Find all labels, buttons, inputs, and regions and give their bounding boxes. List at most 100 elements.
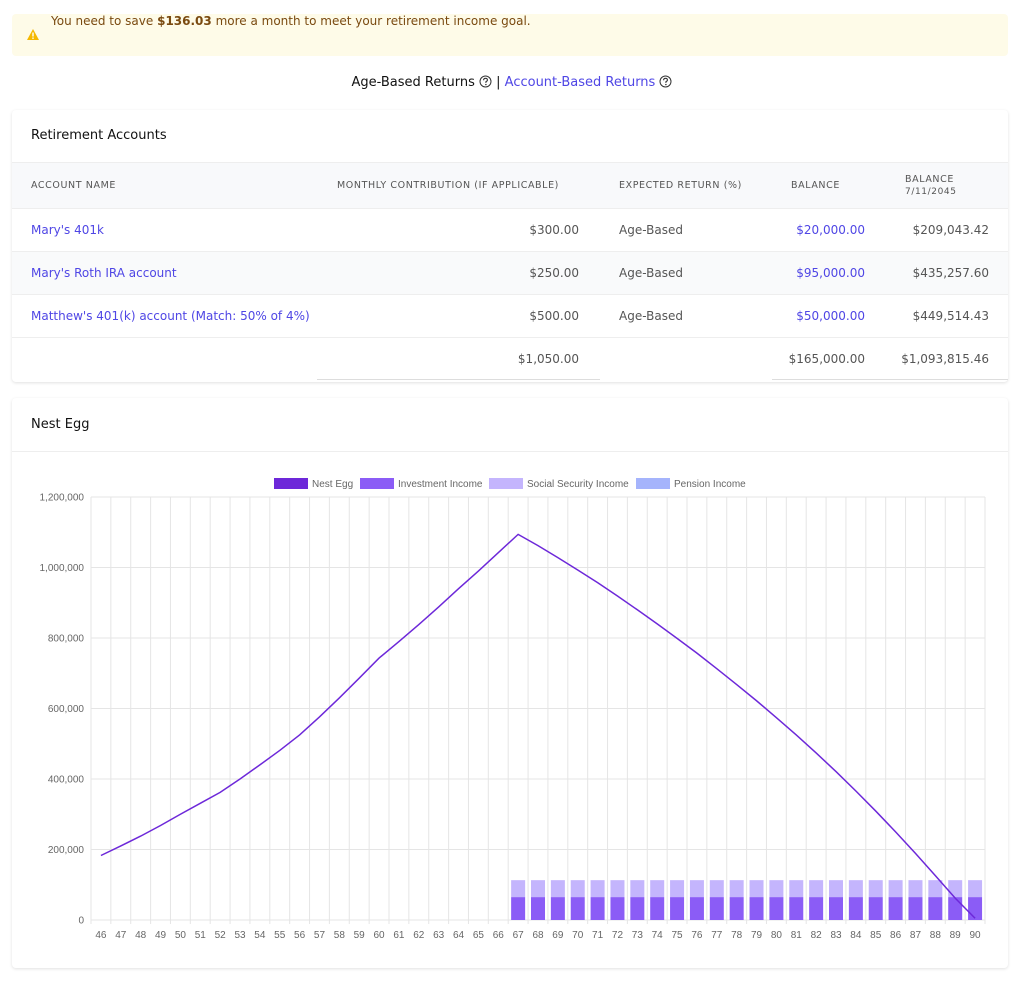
balance[interactable]: $50,000.00 (796, 309, 865, 323)
x-tick-label: 70 (572, 930, 584, 941)
nest-egg-chart: 0 200,000 400,000 600,000 800,000 1,000,000 1,… (40, 478, 986, 941)
toggle-active[interactable]: Age-Based Returns (351, 75, 475, 90)
account-name[interactable]: Matthew's 401(k) account (Match: 50% of … (31, 309, 310, 323)
expected-return: Age-Based (619, 266, 683, 280)
alert-suffix: more a month to meet your retirement inc… (215, 14, 531, 28)
bar-segment (908, 880, 923, 898)
x-tick-label: 51 (195, 930, 207, 941)
bar-segment (729, 880, 744, 898)
x-tick-label: 65 (473, 930, 485, 941)
bar-segment (928, 880, 943, 898)
x-tick-label: 78 (731, 930, 743, 941)
x-tick-label: 47 (115, 930, 127, 941)
x-tick-label: 86 (890, 930, 902, 941)
x-tick-label: 88 (930, 930, 942, 941)
x-tick-label: 89 (950, 930, 962, 941)
legend-swatch (489, 478, 523, 489)
alert (12, 14, 1008, 56)
bar-segment (968, 897, 983, 920)
x-tick-label: 75 (672, 930, 684, 941)
table-row (12, 294, 1008, 338)
bar-segment (868, 880, 883, 898)
bar-segment (630, 897, 645, 920)
x-tick-label: 66 (493, 930, 505, 941)
x-tick-label: 80 (771, 930, 783, 941)
x-tick-label: 63 (433, 930, 445, 941)
x-tick-label: 74 (652, 930, 664, 941)
bar-segment (749, 897, 764, 920)
nest-egg-line (100, 533, 976, 919)
balance[interactable]: $95,000.00 (796, 266, 865, 280)
bar-segment (948, 880, 963, 898)
card-title: Nest Egg (31, 417, 90, 432)
bar-segment (769, 880, 784, 898)
y-tick-label: 1,200,000 (40, 493, 85, 504)
column-subheader: 7/11/2045 (905, 187, 957, 197)
totals-row (12, 337, 1008, 381)
account-name[interactable]: Mary's Roth IRA account (31, 266, 177, 280)
x-tick-label: 82 (811, 930, 823, 941)
x-tick-label: 46 (95, 930, 107, 941)
bar-segment (670, 897, 685, 920)
y-tick-label: 200,000 (48, 845, 85, 856)
column-header: EXPECTED RETURN (%) (619, 180, 742, 191)
x-tick-label: 58 (334, 930, 346, 941)
x-tick-label: 76 (691, 930, 703, 941)
account-name[interactable]: Mary's 401k (31, 223, 104, 237)
total-future-balance: $1,093,815.46 (901, 352, 989, 366)
total-underline (317, 379, 600, 380)
bar-segment (809, 897, 824, 920)
x-tick-label: 85 (870, 930, 882, 941)
y-tick-label: 800,000 (48, 634, 85, 645)
total-contribution: $1,050.00 (517, 352, 579, 366)
x-tick-label: 59 (354, 930, 366, 941)
bar-segment (531, 897, 545, 920)
x-tick-label: 57 (314, 930, 326, 941)
x-tick-label: 83 (830, 930, 842, 941)
table-row (12, 208, 1008, 252)
table-row (12, 251, 1008, 295)
x-tick-label: 73 (632, 930, 644, 941)
bar-segment (610, 880, 625, 898)
bar-segment (769, 897, 784, 920)
bar-segment (809, 880, 824, 898)
x-tick-label: 68 (532, 930, 544, 941)
help-icon[interactable] (479, 75, 492, 88)
future-balance: $449,514.43 (912, 309, 989, 323)
x-tick-label: 90 (970, 930, 982, 941)
x-tick-label: 56 (294, 930, 306, 941)
y-tick-label: 400,000 (48, 775, 85, 786)
future-balance: $435,257.60 (912, 266, 989, 280)
bar-segment (868, 897, 883, 920)
x-tick-label: 61 (393, 930, 405, 941)
x-tick-label: 50 (175, 930, 187, 941)
x-tick-label: 53 (234, 930, 246, 941)
bar-segment (650, 880, 665, 898)
legend-swatch (636, 478, 670, 489)
future-balance: $209,043.42 (912, 223, 989, 237)
x-tick-label: 62 (413, 930, 425, 941)
bar-segment (650, 897, 665, 920)
bar-segment (848, 897, 863, 920)
x-tick-label: 55 (274, 930, 286, 941)
help-icon[interactable] (659, 75, 672, 88)
legend-label: Pension Income (674, 479, 746, 490)
toggle-inactive[interactable]: Account-Based Returns (504, 75, 656, 90)
bar-segment (729, 897, 744, 920)
bar-segment (531, 880, 545, 898)
bar-segment (789, 897, 804, 920)
monthly-contribution: $500.00 (529, 309, 579, 323)
bar-segment (709, 897, 724, 920)
bar-segment (550, 897, 565, 920)
bar-segment (570, 880, 585, 898)
bar-segment (570, 897, 585, 920)
bar-segment (590, 880, 605, 898)
return-toggle: Age-Based Returns | Account-Based Return… (0, 75, 1024, 90)
balance[interactable]: $20,000.00 (796, 223, 865, 237)
bar-segment (908, 897, 923, 920)
legend-swatch (274, 478, 308, 489)
x-tick-label: 71 (592, 930, 604, 941)
x-tick-label: 84 (850, 930, 862, 941)
legend-swatch (360, 478, 394, 489)
